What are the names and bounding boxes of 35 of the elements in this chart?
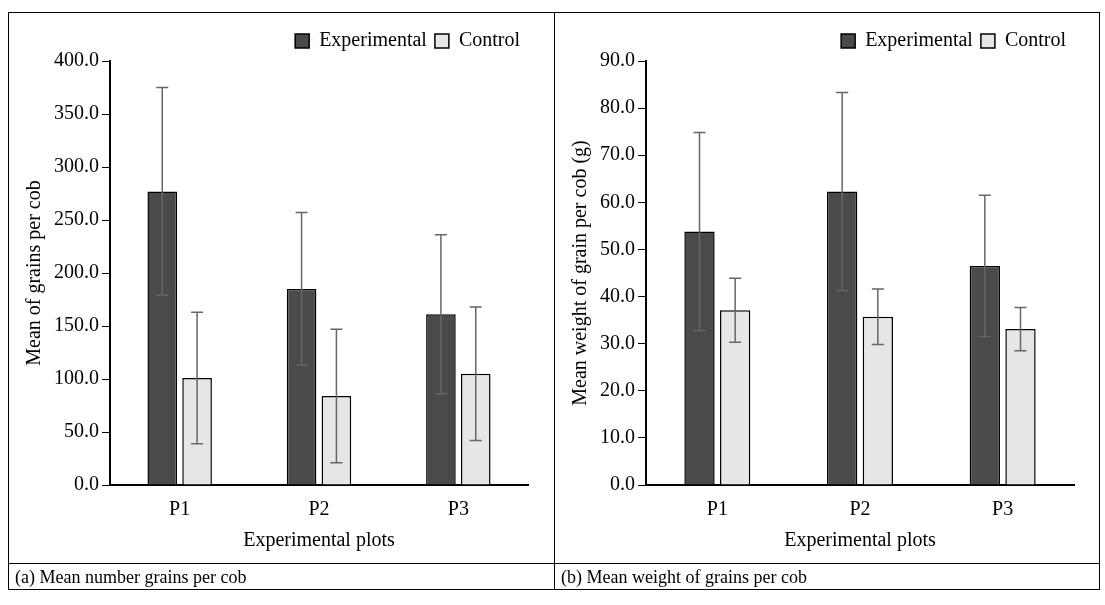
legend-label: Experimental <box>319 28 428 52</box>
y-tick-label: 100.0 <box>54 366 99 389</box>
y-tick-label: 60.0 <box>600 189 635 212</box>
y-tick-label: 150.0 <box>54 313 99 336</box>
x-axis-title: Experimental plots <box>243 528 396 552</box>
legend-label: Experimental <box>865 28 974 52</box>
y-axis-title: Mean of grains per cob <box>22 180 46 366</box>
y-tick-label: 70.0 <box>600 142 635 165</box>
x-tick-label: P1 <box>706 497 728 520</box>
y-tick-label: 250.0 <box>54 207 99 230</box>
x-tick-label: P2 <box>308 497 330 520</box>
y-tick-label: 80.0 <box>600 95 635 118</box>
x-tick-label: P3 <box>992 497 1014 520</box>
x-tick-label: P2 <box>849 497 871 520</box>
y-tick-label: 30.0 <box>600 330 635 353</box>
y-tick-label: 40.0 <box>600 283 635 306</box>
text: (b) Mean weight of grains per cob <box>555 563 1099 589</box>
y-tick-label: 0.0 <box>610 472 635 495</box>
legend-label: Control <box>458 28 521 51</box>
y-axis-title: Mean weight of grain per cob (g) <box>568 140 592 406</box>
x-axis-title: Experimental plots <box>784 528 937 552</box>
y-tick-label: 10.0 <box>600 425 635 448</box>
legend-label: Control <box>1004 28 1067 51</box>
y-tick-label: 300.0 <box>54 154 99 177</box>
y-tick-label: 90.0 <box>600 48 635 71</box>
text: (a) Mean number grains per cob <box>9 563 554 589</box>
x-tick-label: P3 <box>447 497 469 520</box>
y-tick-label: 400.0 <box>54 48 99 71</box>
y-tick-label: 50.0 <box>64 419 99 442</box>
x-tick-label: P1 <box>169 497 191 520</box>
y-tick-label: 20.0 <box>600 378 635 401</box>
y-tick-label: 50.0 <box>600 236 635 259</box>
y-tick-label: 0.0 <box>74 472 99 495</box>
y-tick-label: 350.0 <box>54 101 99 124</box>
y-tick-label: 200.0 <box>54 260 99 283</box>
